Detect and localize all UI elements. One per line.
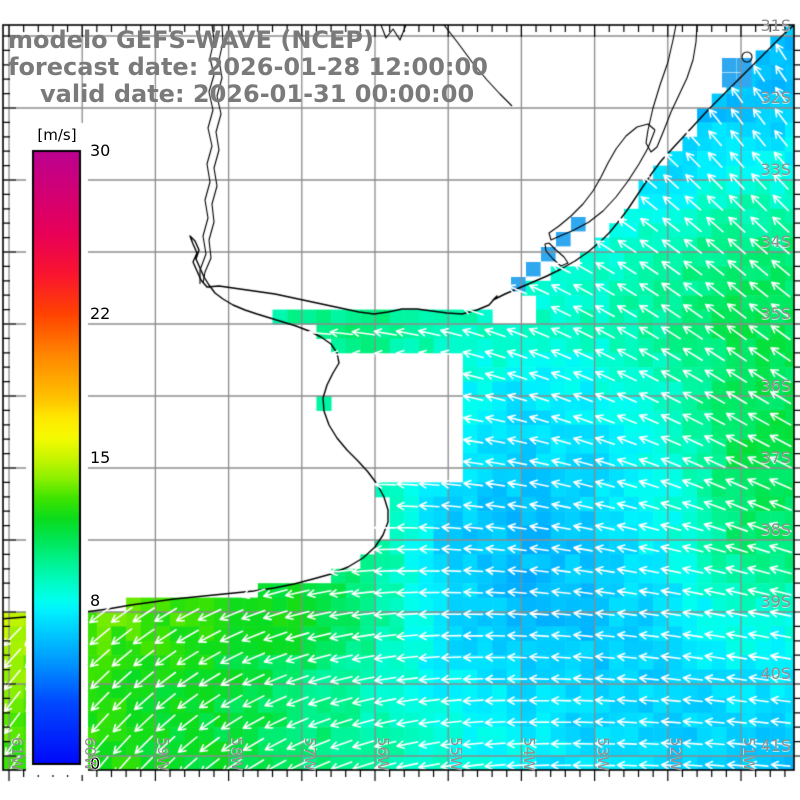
latitude-tick-label: 38S (760, 520, 791, 539)
colorbar-tick-label: 30 (90, 141, 111, 160)
longitude-tick-label: 55W (447, 737, 466, 771)
latitude-tick-label: 41S (760, 736, 791, 755)
latitude-tick-label: 36S (760, 376, 791, 395)
longitude-tick-label: 59W (154, 737, 173, 771)
latitude-tick-label: 39S (760, 592, 791, 611)
latitude-tick-label: 34S (760, 232, 791, 251)
longitude-tick-label: 53W (593, 737, 612, 771)
longitude-tick-label: 54W (520, 737, 539, 771)
latitude-tick-label: 35S (760, 304, 791, 323)
longitude-tick-label: 58W (227, 737, 246, 771)
colorbar-tick-label: 8 (90, 590, 101, 610)
latitude-tick-label: 33S (760, 160, 791, 179)
colorbar-tick-label: 15 (90, 447, 111, 467)
map-title: modelo GEFS-WAVE (NCEP) (8, 26, 374, 54)
latitude-tick-label: 37S (760, 448, 791, 467)
forecast-date-label: forecast date: 2026-01-28 12:00:00 (8, 53, 488, 81)
longitude-tick-label: 61W (8, 737, 26, 771)
colorbar-tick-label: 0 (90, 754, 101, 773)
longitude-tick-label: 56W (374, 737, 392, 771)
valid-date-label: valid date: 2026-01-31 00:00:00 (40, 80, 475, 108)
colorbar-tick-label: 22 (90, 304, 111, 324)
longitude-tick-label: 60W (81, 737, 100, 771)
colorbar-unit-label: [m/s] (37, 126, 77, 144)
latitude-tick-label: 32S (760, 88, 791, 107)
latitude-tick-label: 31S (760, 16, 791, 35)
longitude-tick-label: 52W (666, 737, 685, 771)
latitude-tick-label: 40S (760, 664, 791, 683)
longitude-tick-label: 57W (300, 737, 319, 771)
